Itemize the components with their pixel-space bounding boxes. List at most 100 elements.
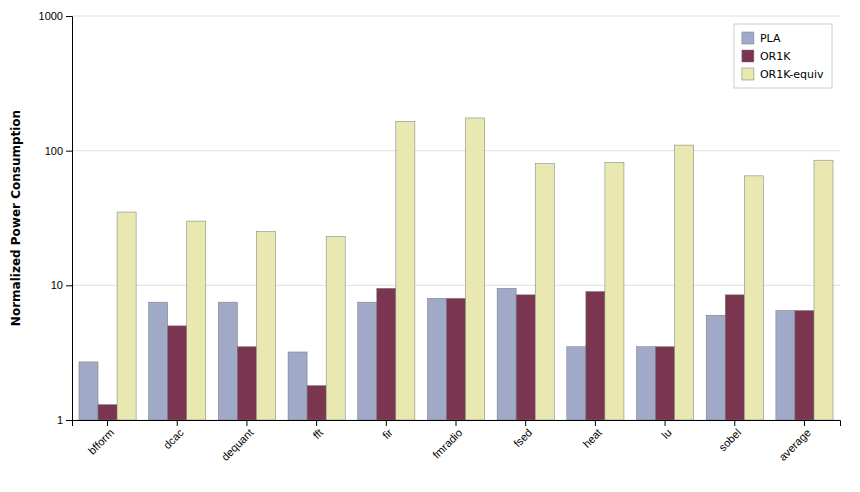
- bar: [358, 302, 377, 420]
- bar: [497, 288, 516, 420]
- tick-mark: [595, 420, 596, 426]
- bar: [637, 347, 656, 420]
- tick-label: 100: [45, 145, 63, 157]
- bar-series: [117, 118, 833, 420]
- tick-mark: [456, 420, 457, 426]
- bar: [288, 352, 307, 420]
- bar: [377, 288, 396, 420]
- legend-item: OR1K: [742, 50, 791, 63]
- bar: [79, 362, 98, 420]
- tick: lu: [659, 420, 674, 441]
- legend-swatch: [742, 50, 754, 62]
- tick-label: fft: [310, 426, 325, 441]
- tick-label: 1000: [39, 10, 63, 22]
- tick-mark: [734, 420, 735, 426]
- tick-mark: [804, 420, 805, 426]
- tick: average: [776, 420, 813, 463]
- bar: [149, 302, 168, 420]
- bar: [516, 295, 535, 420]
- y-axis-title: Normalized Power Consumption: [9, 110, 23, 326]
- bar: [98, 405, 117, 420]
- x-axis: bfform dcac dequant fft fir fmradio fsed heat lu…: [73, 420, 841, 463]
- tick-label: bfform: [86, 426, 116, 456]
- tick: 10: [51, 279, 72, 291]
- axis-line: [73, 421, 841, 427]
- tick-label: lu: [659, 426, 674, 441]
- legend-item: PLA: [742, 32, 781, 45]
- legend-label: PLA: [760, 32, 781, 45]
- axis-line: [66, 17, 73, 421]
- bars: [79, 118, 833, 420]
- tick-label: 1: [57, 414, 63, 426]
- bar: [168, 326, 187, 420]
- chart: 1 10 100 1000 bfform dcac dequant fft fir fmradio…: [0, 0, 860, 492]
- tick-label: fir: [380, 426, 395, 441]
- legend-label: OR1K: [760, 50, 791, 63]
- legend-box: [734, 24, 832, 88]
- tick-mark: [525, 420, 526, 426]
- legend-item: OR1K-equiv: [742, 68, 824, 81]
- y-axis: 1 10 100 1000: [39, 10, 73, 426]
- bar: [427, 298, 446, 420]
- tick-label: sobel: [716, 426, 743, 453]
- bar: [567, 347, 586, 420]
- bar: [446, 298, 465, 420]
- tick-label: fmradio: [430, 426, 464, 460]
- bar: [187, 221, 206, 420]
- bar: [605, 162, 624, 420]
- tick: dcac: [161, 420, 186, 451]
- bar: [256, 232, 275, 420]
- tick: 1: [57, 414, 72, 426]
- bar: [675, 145, 694, 420]
- tick: fsed: [511, 420, 534, 449]
- tick-mark: [316, 420, 317, 426]
- grid-line: [72, 16, 840, 17]
- bar: [776, 311, 795, 420]
- legend: PLA OR1K OR1K-equiv: [734, 24, 832, 88]
- tick-mark: [386, 420, 387, 426]
- tick-label: heat: [580, 426, 604, 450]
- bar: [307, 386, 326, 420]
- tick-mark: [66, 420, 72, 421]
- tick-mark: [66, 151, 72, 152]
- tick-mark: [665, 420, 666, 426]
- tick-mark: [107, 420, 108, 426]
- bar: [466, 118, 485, 420]
- legend-swatch: [742, 32, 754, 44]
- tick-label: dcac: [161, 426, 186, 451]
- bar: [656, 347, 675, 420]
- tick: fir: [380, 420, 395, 441]
- plot: 1 10 100 1000 bfform dcac dequant fft fir fmradio…: [39, 10, 841, 463]
- bar: [218, 302, 237, 420]
- tick: bfform: [86, 420, 116, 457]
- tick: fft: [310, 420, 325, 441]
- grid-line: [72, 150, 840, 151]
- tick-label: dequant: [219, 426, 256, 463]
- bar: [237, 347, 256, 420]
- bar: [706, 315, 725, 420]
- tick-label: average: [776, 426, 813, 463]
- tick-mark: [66, 16, 72, 17]
- bar: [814, 160, 833, 420]
- tick-mark: [177, 420, 178, 426]
- bar: [744, 176, 763, 420]
- tick-label: fsed: [511, 426, 534, 449]
- bar: [795, 311, 814, 420]
- tick: fmradio: [430, 420, 464, 461]
- bar: [535, 164, 554, 420]
- tick: 100: [45, 145, 72, 157]
- tick-label: 10: [51, 279, 63, 291]
- tick: 1000: [39, 10, 72, 22]
- tick: dequant: [219, 420, 256, 463]
- legend-label: OR1K-equiv: [760, 68, 824, 81]
- bar: [725, 295, 744, 420]
- tick: sobel: [716, 420, 743, 453]
- tick: heat: [580, 420, 604, 450]
- bar: [396, 121, 415, 420]
- bar: [326, 237, 345, 420]
- tick-mark: [66, 285, 72, 286]
- grid: [72, 16, 840, 420]
- legend-swatch: [742, 68, 754, 80]
- bar: [586, 291, 605, 420]
- bar: [117, 212, 136, 420]
